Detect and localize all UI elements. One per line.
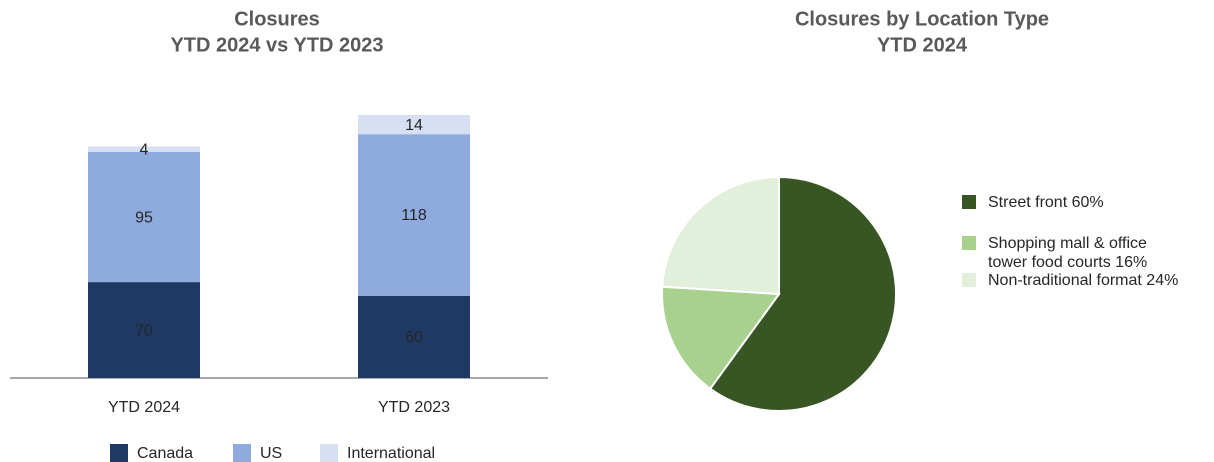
pie-slice: [708, 175, 897, 412]
data-label: 118: [401, 207, 427, 224]
bar-segment: [88, 151, 200, 283]
bar-segment: [88, 146, 200, 152]
data-label: 14: [405, 117, 423, 134]
legend-label: Shopping mall & office tower food courts…: [988, 235, 1148, 271]
legend-item: Street front 60%: [962, 193, 1212, 212]
pie-slice: [661, 175, 780, 296]
legend-label: Non-traditional format 24%: [988, 272, 1179, 289]
data-label: 60: [405, 329, 423, 346]
chart-subtitle: YTD 2024: [877, 34, 968, 56]
legend-swatch: [110, 444, 128, 462]
legend-item: Shopping mall & office tower food courts…: [962, 234, 1162, 272]
x-tick-label: YTD 2023: [378, 399, 450, 416]
pie-slice: [661, 285, 781, 391]
legend-swatch: [233, 444, 251, 462]
bar-segment: [358, 295, 470, 378]
legend-swatch: [962, 273, 976, 287]
legend-label: International: [347, 445, 435, 462]
legend-swatch: [962, 195, 976, 209]
data-label: 95: [135, 209, 153, 226]
bar-segment: [358, 134, 470, 296]
data-label: 70: [135, 322, 153, 339]
chart-title: Closures by Location Type: [795, 8, 1049, 30]
bar-segment: [88, 282, 200, 378]
legend-label: US: [260, 445, 282, 462]
legend-label: Canada: [137, 445, 193, 462]
legend-swatch: [962, 236, 976, 250]
bar-segment: [358, 115, 470, 135]
chart-subtitle: YTD 2024 vs YTD 2023: [170, 34, 383, 56]
x-tick-label: YTD 2024: [108, 399, 180, 416]
legend-item: Non-traditional format 24%: [962, 271, 1212, 290]
legend-swatch: [320, 444, 338, 462]
legend-label: Street front 60%: [988, 194, 1104, 211]
chart-title: Closures: [234, 8, 320, 30]
data-label: 4: [140, 141, 149, 158]
